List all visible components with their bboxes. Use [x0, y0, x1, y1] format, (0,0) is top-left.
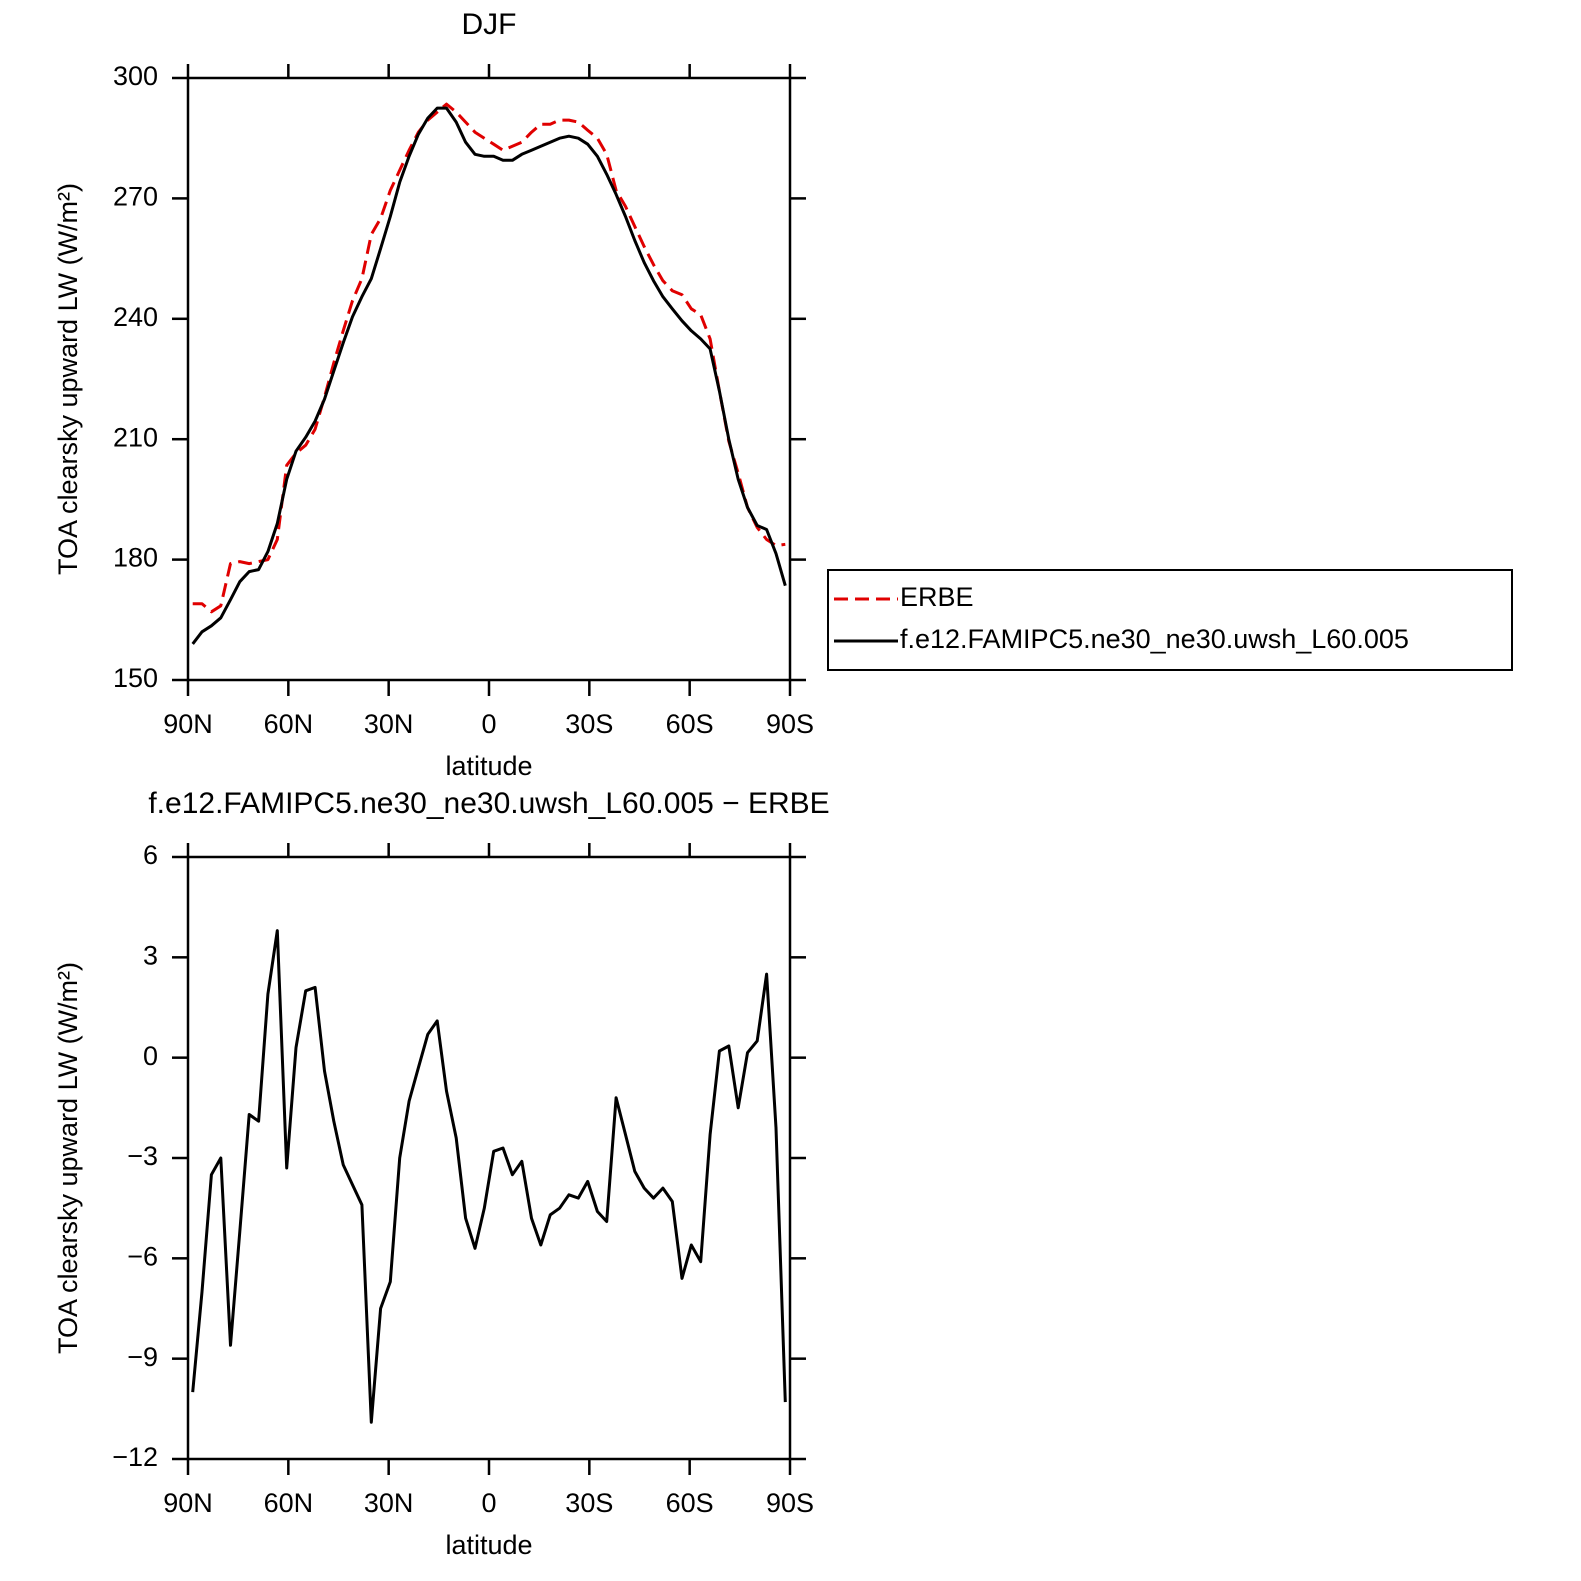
- x-tick-label: 30N: [364, 709, 414, 739]
- y-tick-label: 210: [113, 422, 158, 452]
- x-tick-label: 90S: [766, 709, 814, 739]
- x-axis-label: latitude: [445, 1530, 532, 1560]
- legend-label: ERBE: [900, 582, 974, 612]
- x-tick-label: 60N: [264, 1488, 314, 1518]
- x-tick-label: 60S: [666, 709, 714, 739]
- y-tick-label: −6: [127, 1241, 158, 1271]
- y-tick-label: 6: [143, 840, 158, 870]
- x-tick-label: 60N: [264, 709, 314, 739]
- data-line: [192, 102, 786, 614]
- chart-title: DJF: [462, 8, 517, 41]
- x-tick-label: 90N: [163, 709, 213, 739]
- x-tick-label: 30N: [364, 1488, 414, 1518]
- y-tick-label: 180: [113, 543, 158, 573]
- y-axis-label: TOA clearsky upward LW (W/m²): [53, 183, 83, 575]
- x-tick-label: 30S: [565, 709, 613, 739]
- x-tick-label: 0: [481, 1488, 496, 1518]
- chart-title: f.e12.FAMIPC5.ne30_ne30.uwsh_L60.005 − E…: [148, 787, 829, 820]
- x-tick-label: 90S: [766, 1488, 814, 1518]
- data-line: [191, 929, 787, 1424]
- y-tick-label: 300: [113, 61, 158, 91]
- legend-box: [827, 569, 1513, 671]
- x-axis-label: latitude: [445, 751, 532, 781]
- y-tick-label: 0: [143, 1041, 158, 1071]
- y-tick-label: −3: [127, 1141, 158, 1171]
- x-tick-label: 0: [481, 709, 496, 739]
- y-tick-label: 240: [113, 302, 158, 332]
- legend-label: f.e12.FAMIPC5.ne30_ne30.uwsh_L60.005: [900, 624, 1409, 654]
- data-line: [191, 106, 787, 645]
- y-tick-label: −9: [127, 1342, 158, 1372]
- x-tick-label: 90N: [163, 1488, 213, 1518]
- plot-frame: [186, 76, 792, 682]
- y-tick-label: 270: [113, 182, 158, 212]
- y-axis-label: TOA clearsky upward LW (W/m²): [53, 962, 83, 1354]
- y-tick-label: −12: [112, 1442, 158, 1472]
- x-tick-label: 60S: [666, 1488, 714, 1518]
- y-tick-label: 3: [143, 940, 158, 970]
- y-tick-label: 150: [113, 663, 158, 693]
- x-tick-label: 30S: [565, 1488, 613, 1518]
